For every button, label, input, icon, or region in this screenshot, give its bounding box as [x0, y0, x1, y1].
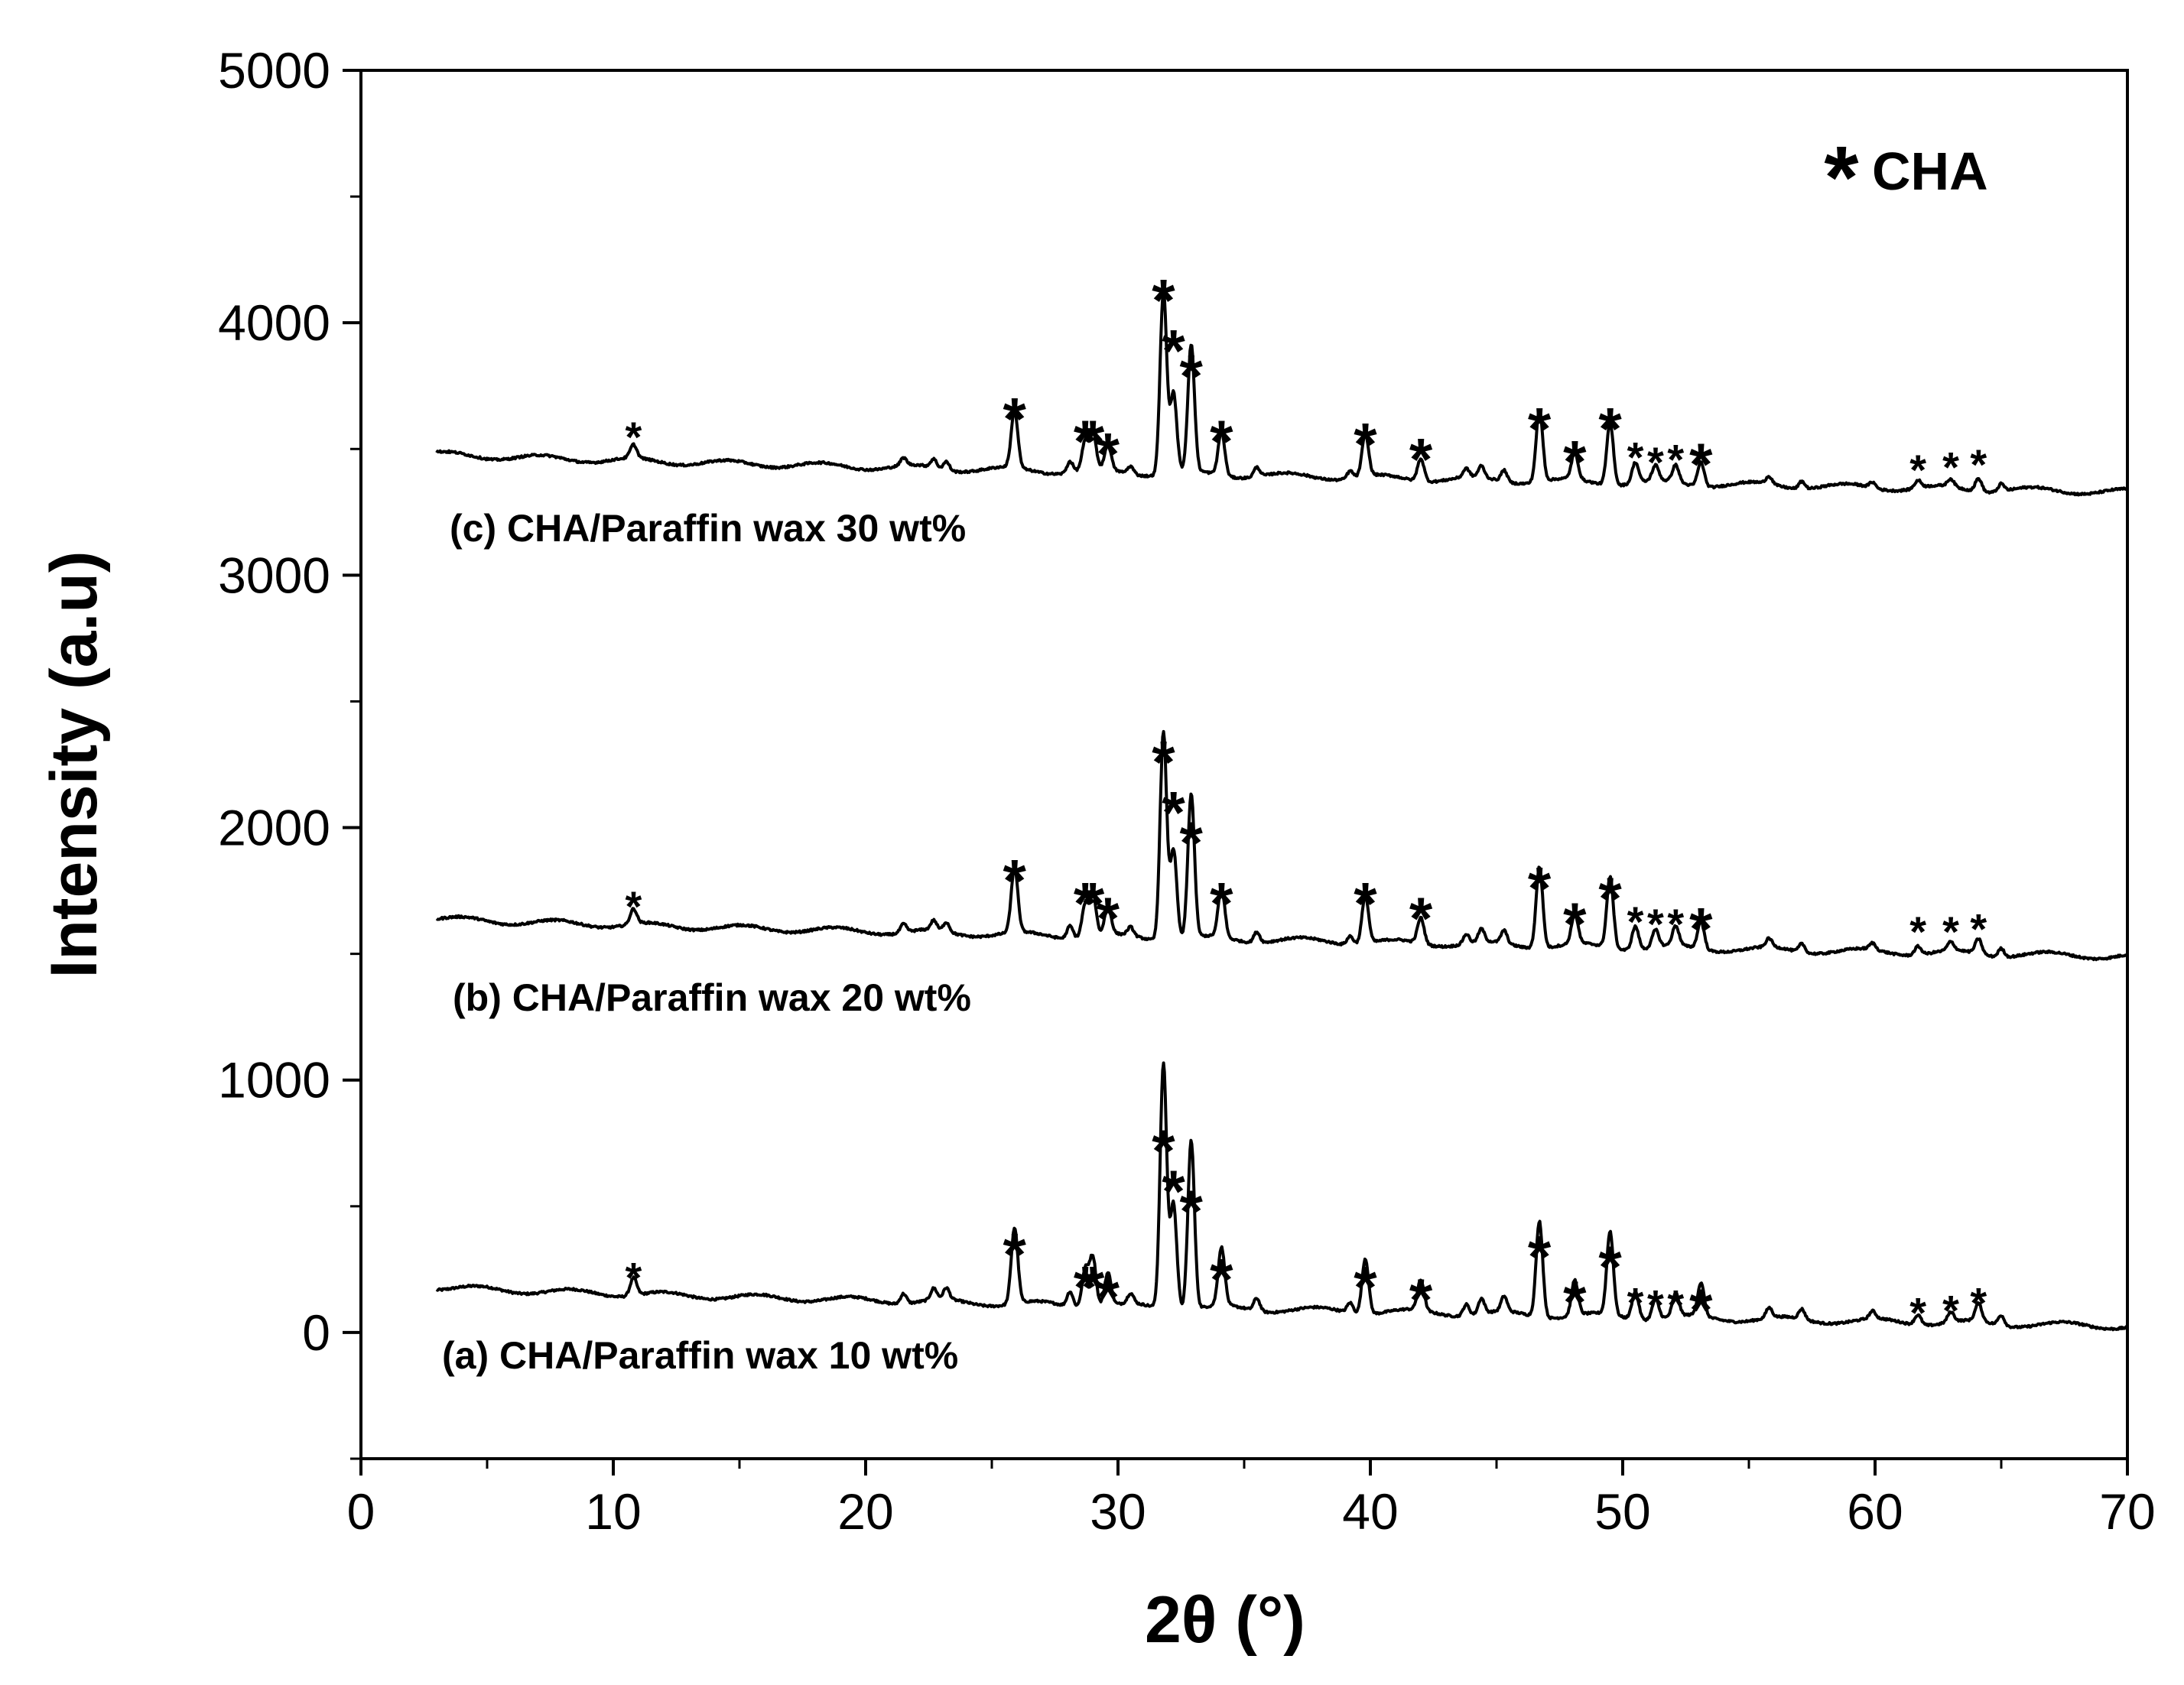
peak-marker: * — [1528, 855, 1552, 922]
peak-marker: * — [1074, 869, 1097, 937]
series-line-1 — [435, 1061, 2128, 1332]
y-tick-label: 0 — [302, 1304, 330, 1361]
peak-marker: * — [1563, 428, 1587, 495]
y-axis-title: Intensity (a.u) — [37, 550, 111, 978]
curve-label-1: (a) CHA/Paraffin wax 10 wt% — [442, 1334, 958, 1377]
peak-marker: * — [1162, 1157, 1185, 1225]
peak-marker: * — [1528, 1223, 1552, 1291]
peak-marker: * — [1627, 898, 1644, 946]
y-tick-label: 1000 — [218, 1052, 330, 1109]
x-tick-label: 50 — [1594, 1483, 1650, 1540]
peak-marker: * — [1667, 436, 1684, 484]
peak-marker: * — [1097, 420, 1120, 488]
x-tick-label: 70 — [2099, 1483, 2155, 1540]
peak-marker: * — [1598, 865, 1622, 932]
peak-marker: * — [1152, 1117, 1175, 1184]
axes — [359, 69, 2129, 1460]
peak-marker: * — [1598, 395, 1622, 463]
peak-marker: * — [1647, 900, 1664, 948]
tick-marks — [343, 69, 2129, 1476]
y-tick-label: 5000 — [218, 42, 330, 99]
x-tick-label: 60 — [1847, 1483, 1903, 1540]
y-tick-label: 4000 — [218, 294, 330, 351]
peak-marker: * — [1409, 885, 1433, 952]
peak-marker: * — [1970, 440, 1987, 489]
peak-marker: * — [626, 413, 642, 461]
curve-label-2: (b) CHA/Paraffin wax 20 wt% — [453, 976, 971, 1019]
peak-marker: * — [1210, 407, 1233, 475]
plot-frame — [359, 69, 2129, 1460]
series-group — [435, 290, 2129, 1332]
peak-marker: * — [1689, 430, 1713, 498]
peak-marker: * — [1180, 809, 1204, 876]
peak-marker: * — [1909, 446, 1926, 494]
peak-marker: * — [1563, 890, 1587, 957]
x-tick-label: 20 — [837, 1483, 893, 1540]
peak-marker: * — [1354, 1253, 1377, 1320]
legend-label: CHA — [1872, 141, 1988, 201]
peak-marker: * — [1598, 1233, 1622, 1300]
peak-marker: * — [1689, 1276, 1713, 1343]
peak-marker: * — [1909, 1289, 1926, 1337]
y-tick-label: 3000 — [218, 547, 330, 603]
peak-marker: * — [1097, 885, 1120, 952]
peak-marker: * — [1627, 1278, 1644, 1326]
curve-label-3: (c) CHA/Paraffin wax 30 wt% — [450, 507, 966, 550]
peak-marker: * — [1689, 894, 1713, 962]
peak-marker: * — [1909, 907, 1926, 956]
peak-marker: * — [1970, 905, 1987, 953]
peak-marker: * — [1180, 1177, 1204, 1245]
legend: * CHA — [1824, 128, 1987, 227]
peak-marker: * — [1210, 869, 1233, 937]
peak-markers: * * ******* * ***** * * * * * ** * ******* * * ** * * * * * *… — [626, 266, 1987, 1343]
peak-marker: * — [1152, 266, 1175, 333]
peak-marker: * — [626, 882, 642, 930]
peak-marker: * — [1970, 1278, 1987, 1326]
x-tick-label: 40 — [1342, 1483, 1398, 1540]
peak-marker: * — [1667, 1281, 1684, 1329]
peak-marker: * — [1152, 728, 1175, 795]
peak-marker: * — [1647, 1281, 1664, 1329]
peak-marker: * — [1409, 425, 1433, 492]
peak-marker: * — [1081, 869, 1105, 937]
peak-marker: * — [1003, 1220, 1027, 1287]
x-tick-label: 30 — [1090, 1483, 1146, 1540]
peak-marker: * — [1097, 1263, 1120, 1330]
peak-marker: * — [1667, 900, 1684, 948]
peak-marker: * — [1942, 1286, 1959, 1334]
peak-marker: * — [1354, 410, 1377, 477]
peak-marker: * — [1003, 847, 1027, 914]
y-tick-label: 2000 — [218, 800, 330, 856]
tick-labels: 0 10 20 30 40 50 60 70 0 1000 2000 3000 4000 5000 — [218, 42, 2156, 1540]
peak-marker: * — [1563, 1268, 1587, 1336]
peak-marker: * — [1180, 342, 1204, 409]
peak-marker: * — [1074, 407, 1097, 475]
curve-labels: (a) CHA/Paraffin wax 10 wt% (b) CHA/Paraf… — [442, 507, 971, 1377]
series-line-3 — [435, 290, 2128, 497]
x-tick-label: 0 — [347, 1483, 375, 1540]
peak-marker: * — [1081, 407, 1105, 475]
peak-marker: * — [1647, 438, 1664, 486]
peak-marker: * — [1409, 1266, 1433, 1333]
peak-marker: * — [1354, 869, 1377, 937]
peak-marker: * — [1081, 1253, 1105, 1320]
peak-marker: * — [1003, 385, 1027, 452]
peak-marker: * — [1627, 433, 1644, 481]
peak-marker: * — [1528, 395, 1552, 463]
x-tick-label: 10 — [585, 1483, 641, 1540]
legend-marker: * — [1824, 128, 1859, 227]
peak-marker: * — [1942, 907, 1959, 956]
peak-marker: * — [1162, 779, 1185, 846]
peak-marker: * — [1942, 443, 1959, 491]
peak-marker: * — [626, 1253, 642, 1301]
series-line-2 — [435, 729, 2129, 962]
x-axis-title: 2θ (°) — [1145, 1583, 1305, 1657]
peak-marker: * — [1074, 1253, 1097, 1320]
peak-marker: * — [1210, 1245, 1233, 1313]
peak-marker: * — [1162, 317, 1185, 384]
